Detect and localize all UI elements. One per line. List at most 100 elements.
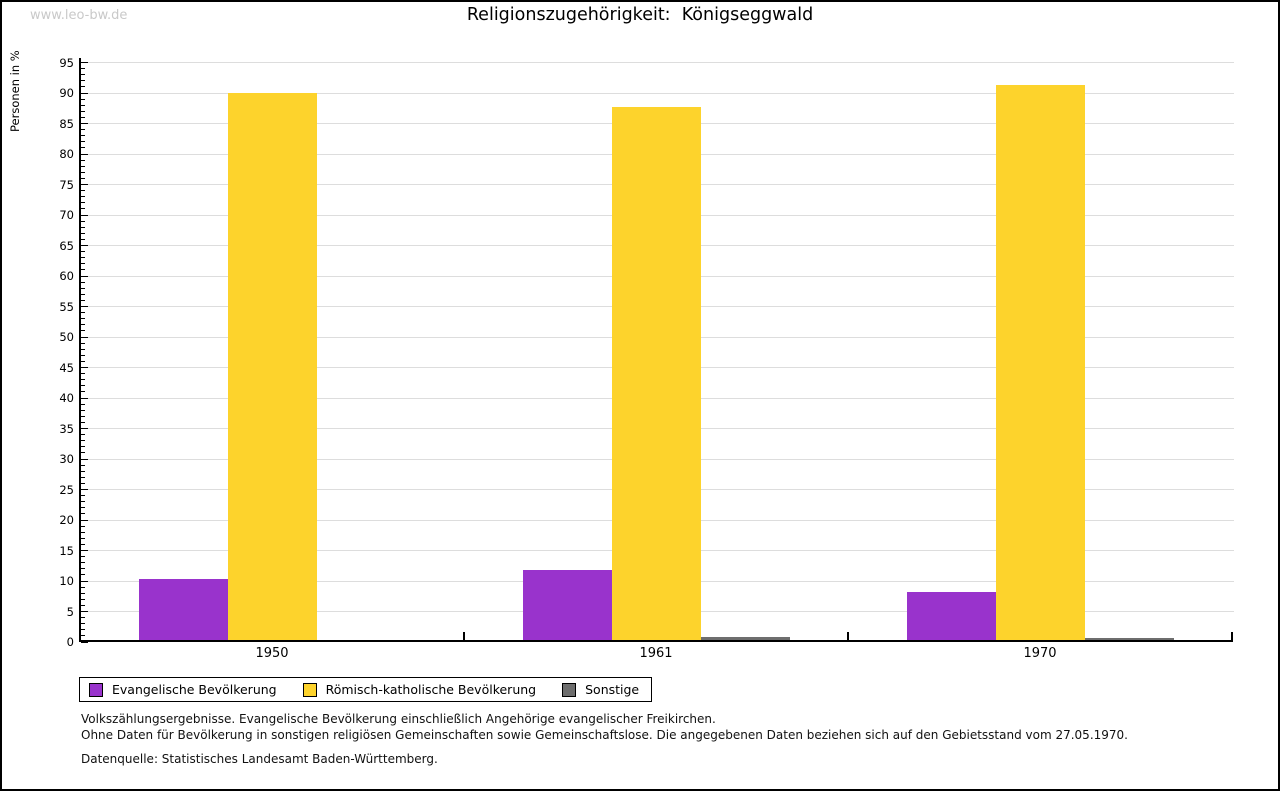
y-axis-minor-tick xyxy=(81,135,85,137)
y-axis-minor-tick xyxy=(81,403,85,405)
y-axis-minor-tick xyxy=(81,373,85,375)
y-axis-major-tick xyxy=(81,397,88,399)
y-axis-major-tick xyxy=(81,214,88,216)
y-axis-minor-tick xyxy=(81,330,85,332)
y-axis-minor-tick xyxy=(81,312,85,314)
y-axis-major-tick xyxy=(81,153,88,155)
y-axis-minor-tick xyxy=(81,409,85,411)
bar-sonstige-1961 xyxy=(700,636,790,641)
y-axis-minor-tick xyxy=(81,263,85,265)
y-axis-minor-tick xyxy=(81,574,85,576)
bar-evangelische-1970 xyxy=(906,591,996,641)
x-axis-tick xyxy=(1231,632,1233,640)
y-axis-minor-tick xyxy=(81,177,85,179)
y-axis-minor-tick xyxy=(81,592,85,594)
y-tick-label: 55 xyxy=(59,299,74,314)
y-axis-minor-tick xyxy=(81,251,85,253)
y-axis-major-tick xyxy=(81,92,88,94)
legend-label: Evangelische Bevölkerung xyxy=(112,682,277,697)
y-axis-minor-tick xyxy=(81,208,85,210)
y-axis-minor-tick xyxy=(81,226,85,228)
y-axis-minor-tick xyxy=(81,470,85,472)
bar-römisch-1950 xyxy=(227,93,317,641)
y-axis-minor-tick xyxy=(81,598,85,600)
y-axis-minor-tick xyxy=(81,415,85,417)
y-axis-major-tick xyxy=(81,428,88,429)
legend: Evangelische Bevölkerung Römisch-katholis… xyxy=(79,677,653,702)
y-tick-label: 45 xyxy=(59,360,74,375)
y-tick-label: 30 xyxy=(59,452,74,466)
y-tick-label: 0 xyxy=(66,635,74,649)
y-axis-minor-tick xyxy=(81,165,85,167)
y-axis-minor-tick xyxy=(81,147,85,149)
y-axis-minor-tick xyxy=(81,287,85,289)
y-axis-minor-tick xyxy=(81,556,85,558)
y-axis-major-tick xyxy=(81,489,88,490)
x-axis-tick xyxy=(847,632,849,640)
y-axis-minor-tick xyxy=(81,586,85,588)
y-tick-label: 85 xyxy=(59,116,74,131)
y-tick-label: 75 xyxy=(59,177,74,192)
footnote-line: Ohne Daten für Bevölkerung in sonstigen … xyxy=(81,727,1128,742)
footnotes: Volkszählungsergebnisse. Evangelische Be… xyxy=(81,712,1128,768)
y-axis-minor-tick xyxy=(81,452,85,454)
y-axis-minor-tick xyxy=(81,464,85,466)
x-axis-label: 1961 xyxy=(639,646,673,661)
legend-item-evangelische: Evangelische Bevölkerung xyxy=(89,682,277,697)
y-tick-label: 5 xyxy=(66,604,74,619)
y-axis-minor-tick xyxy=(81,129,85,131)
y-axis-minor-tick xyxy=(81,495,85,497)
y-tick-label: 95 xyxy=(59,55,74,70)
y-axis-minor-tick xyxy=(81,507,85,509)
y-axis-major-tick xyxy=(81,336,88,338)
y-axis-minor-tick xyxy=(81,68,85,70)
x-axis-label: 1950 xyxy=(255,646,289,661)
y-axis-minor-tick xyxy=(81,98,85,100)
y-axis-minor-tick xyxy=(81,379,85,381)
y-axis-minor-tick xyxy=(81,348,85,350)
y-axis-minor-tick xyxy=(81,281,85,283)
bar-römisch-1970 xyxy=(995,85,1085,641)
y-tick-label: 35 xyxy=(59,421,74,436)
y-axis-minor-tick xyxy=(81,104,85,106)
y-axis-minor-tick xyxy=(81,116,85,118)
gridline xyxy=(81,62,1234,63)
y-axis-minor-tick xyxy=(81,476,85,478)
legend-item-römisch: Römisch-katholische Bevölkerung xyxy=(302,682,536,697)
bar-evangelische-1961 xyxy=(522,570,612,641)
y-axis-minor-tick xyxy=(81,110,85,112)
y-axis-major-tick xyxy=(81,641,88,643)
legend-label: Sonstige xyxy=(585,682,640,697)
y-axis-minor-tick xyxy=(81,531,85,533)
y-axis-minor-tick xyxy=(81,269,85,271)
y-axis-major-tick xyxy=(81,184,88,185)
footnote-line: Volkszählungsergebnisse. Evangelische Be… xyxy=(81,712,716,726)
y-axis-minor-tick xyxy=(81,360,85,362)
bar-römisch-1961 xyxy=(611,107,701,641)
x-axis-line xyxy=(79,640,1233,642)
legend-swatch-evangelische xyxy=(89,682,103,697)
y-tick-label: 10 xyxy=(59,574,74,588)
y-axis-minor-tick xyxy=(81,171,85,173)
y-tick-label: 60 xyxy=(59,269,74,283)
bar-evangelische-1950 xyxy=(138,579,228,641)
y-axis-minor-tick xyxy=(81,86,85,88)
y-axis-minor-tick xyxy=(81,232,85,234)
y-axis-minor-tick xyxy=(81,324,85,326)
y-tick-label: 20 xyxy=(59,513,74,527)
y-tick-label: 25 xyxy=(59,482,74,497)
y-axis-major-tick xyxy=(81,519,88,521)
y-axis-minor-tick xyxy=(81,318,85,320)
y-axis-major-tick xyxy=(81,275,88,277)
y-axis-minor-tick xyxy=(81,617,85,619)
y-axis-minor-tick xyxy=(81,421,85,423)
y-axis-minor-tick xyxy=(81,141,85,143)
y-axis-major-tick xyxy=(81,458,88,460)
y-axis-minor-tick xyxy=(81,513,85,515)
y-axis-major-tick xyxy=(81,367,88,368)
y-axis-minor-tick xyxy=(81,354,85,356)
y-axis-minor-tick xyxy=(81,202,85,204)
y-tick-label: 65 xyxy=(59,238,74,253)
y-axis-minor-tick xyxy=(81,537,85,539)
